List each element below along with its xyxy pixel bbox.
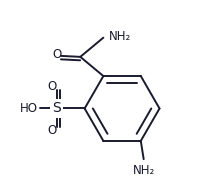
Text: O: O [52, 48, 62, 61]
Text: HO: HO [20, 102, 38, 115]
Text: S: S [52, 102, 61, 115]
Text: NH₂: NH₂ [109, 30, 131, 43]
Text: O: O [47, 124, 57, 137]
Text: NH₂: NH₂ [133, 164, 155, 177]
Text: O: O [47, 79, 57, 93]
